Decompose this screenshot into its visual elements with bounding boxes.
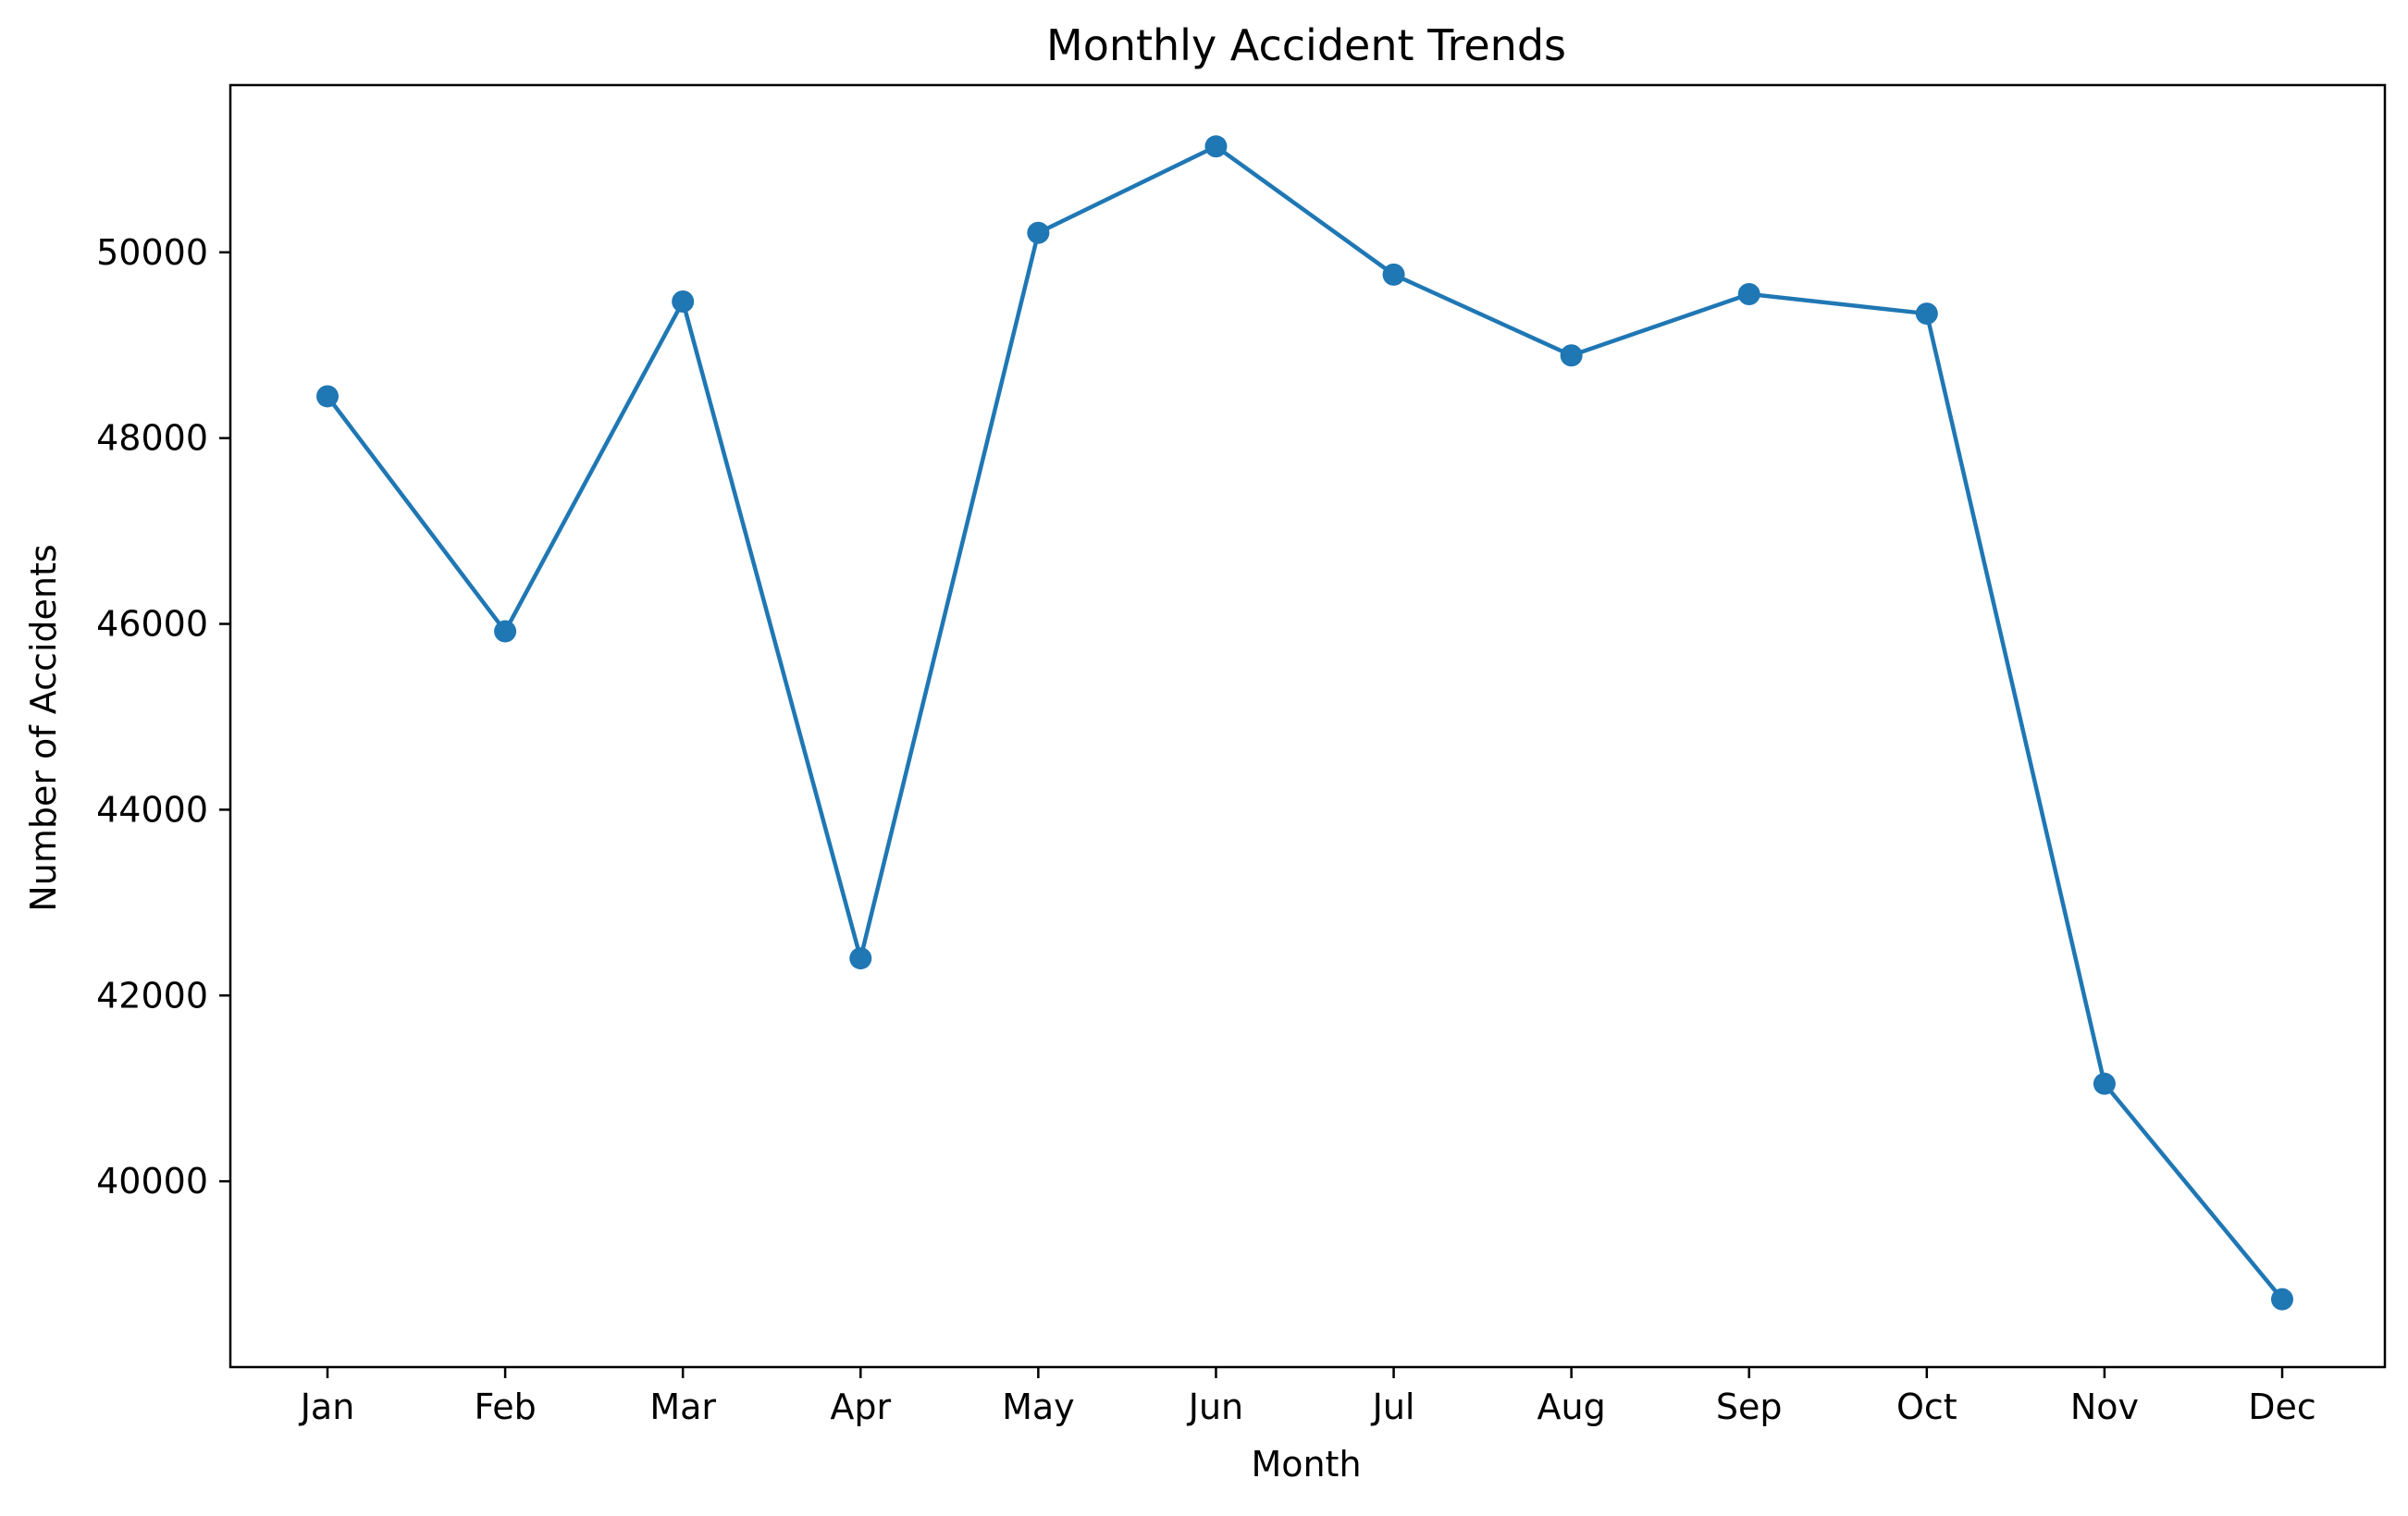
- x-tick-label: Oct: [1896, 1387, 1957, 1427]
- x-tick-label: Sep: [1716, 1387, 1783, 1427]
- data-point: [1027, 221, 1050, 244]
- chart-title: Monthly Accident Trends: [1046, 20, 1566, 70]
- series-line: [326, 144, 2284, 1301]
- plot-area: Jan Feb Mar Apr May Jun Jul Aug Sep Oct Nov Dec 4000…: [96, 83, 2387, 1427]
- x-tick-label: Feb: [474, 1387, 536, 1427]
- data-point: [1737, 282, 1760, 305]
- x-tick-label: Jun: [1187, 1387, 1243, 1427]
- x-tick-label: Aug: [1537, 1387, 1606, 1427]
- data-point: [2093, 1072, 2116, 1095]
- data-point: [1915, 302, 1938, 326]
- y-tick-label: 48000: [96, 418, 208, 459]
- x-tick-label: Apr: [830, 1387, 891, 1427]
- axes-frame: [228, 83, 2387, 1369]
- data-point: [849, 947, 872, 970]
- x-tick-label: Dec: [2248, 1387, 2316, 1427]
- x-tick-label: Jul: [1371, 1387, 1415, 1427]
- y-axis-label: Number of Accidents: [23, 544, 64, 911]
- data-point: [1560, 344, 1583, 367]
- y-tick-label: 44000: [96, 789, 208, 830]
- y-tick-label: 42000: [96, 975, 208, 1016]
- x-tick-label: Jan: [299, 1387, 355, 1427]
- data-point: [2271, 1288, 2293, 1311]
- x-tick-label: Nov: [2070, 1387, 2139, 1427]
- data-point: [494, 620, 517, 643]
- y-tick-label: 50000: [96, 232, 208, 273]
- y-tick-label: 40000: [96, 1161, 208, 1202]
- x-tick-label: Mar: [649, 1387, 716, 1427]
- x-tick-label: May: [1002, 1387, 1075, 1427]
- data-point: [672, 290, 695, 314]
- y-tick-label: 46000: [96, 604, 208, 645]
- data-point: [1382, 263, 1405, 286]
- data-point: [1204, 135, 1228, 158]
- data-point: [316, 385, 339, 408]
- x-axis-label: Month: [1251, 1444, 1361, 1485]
